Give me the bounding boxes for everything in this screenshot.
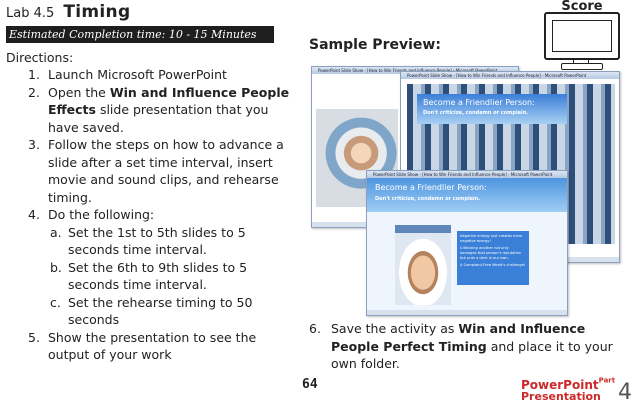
monitor-base xyxy=(561,63,603,70)
item-text: Follow the steps on how to advance a sli… xyxy=(48,137,284,205)
score-label: Score xyxy=(561,0,603,14)
item-number: 5. xyxy=(28,329,40,345)
item-text: Do the following: xyxy=(48,207,155,222)
item-number: 1. xyxy=(28,67,40,82)
slide-title-mid: Become a Friendlier Person: xyxy=(423,98,535,107)
item-letter: c. xyxy=(50,294,61,310)
item-number: 6. xyxy=(309,321,321,336)
window-title: PowerPoint Slide Show - [How to Win Frie… xyxy=(401,72,619,79)
slide-title: Become a Friendlier Person: xyxy=(375,183,487,192)
item-text: Open the xyxy=(48,84,110,100)
lab-number: Lab 4.5 xyxy=(6,6,55,21)
item-number: 3. xyxy=(28,137,40,152)
item-text: Show the presentation to see the output … xyxy=(48,329,257,363)
slide-background-top xyxy=(367,178,567,212)
file-name-bold: Win and Influence People Perfect Timing xyxy=(331,321,586,354)
item-text: Set the rehearse timing to 50 seconds xyxy=(68,294,253,328)
list-item: 3. Follow the steps on how to advance a … xyxy=(6,136,296,206)
brand-line1: PowerPoint xyxy=(521,378,599,392)
sub-list-item: c. Set the rehearse timing to 50 seconds xyxy=(6,294,296,329)
item-text: and place it to your own folder. xyxy=(331,338,613,372)
item-text: Set the 1st to 5th slides to 5 seconds t… xyxy=(68,224,246,258)
item-text: Save the activity as xyxy=(331,321,459,336)
item-number: 4. xyxy=(28,207,40,222)
list-item: 4. Do the following: xyxy=(6,206,296,224)
score-monitor: Score xyxy=(539,0,625,70)
preview-window-front: PowerPoint Slide Show - [How to Win Frie… xyxy=(366,170,568,316)
list-item: 1. Launch Microsoft PowerPoint xyxy=(6,66,296,84)
note-line: A Complaint-Free World's challenge! xyxy=(460,263,526,267)
sub-list-item: b. Set the 6th to 9th slides to 5 second… xyxy=(6,259,296,294)
item-text: slide presentation that you have saved. xyxy=(48,102,269,135)
score-area xyxy=(552,20,612,52)
item-number: 2. xyxy=(28,84,40,100)
brand-number: 4 xyxy=(618,380,632,405)
brand-line2: Presentation xyxy=(521,390,601,403)
list-item: 2. Open the Win and Influence People Eff… xyxy=(6,84,296,137)
list-item-step6: 6. Save the activity as Win and Influenc… xyxy=(309,320,619,373)
window-title: PowerPoint Slide Show - [How to Win Frie… xyxy=(312,67,518,74)
slide-banner xyxy=(417,94,567,124)
lab-title: Timing xyxy=(63,2,131,22)
item-text: Launch Microsoft PowerPoint xyxy=(48,67,227,82)
sub-list-item: a. Set the 1st to 5th slides to 5 second… xyxy=(6,224,296,259)
status-bar xyxy=(367,310,567,315)
item-letter: b. xyxy=(50,259,62,275)
window-title: PowerPoint Slide Show - [How to Win Frie… xyxy=(367,171,567,178)
list-item: 5. Show the presentation to see the outp… xyxy=(6,329,296,364)
lab-header: Lab 4.5 Timing xyxy=(6,2,130,22)
directions-list: 1. Launch Microsoft PowerPoint 2. Open t… xyxy=(6,66,296,364)
brand-part: Part xyxy=(598,376,616,385)
note-line: Negative energy just creates more negati… xyxy=(460,234,523,243)
slide-subtitle: Don't criticize, condemn or complain. xyxy=(375,196,481,202)
brand-logo: PowerPointPart Presentation 4 xyxy=(521,374,632,405)
slide-notes-box: Negative energy just creates more negati… xyxy=(457,231,529,285)
sample-preview-label: Sample Preview: xyxy=(309,37,441,53)
item-letter: a. xyxy=(50,224,62,240)
photo-stressed-person xyxy=(395,225,451,305)
estimated-time-banner: Estimated Completion time: 10 - 15 Minut… xyxy=(6,26,274,43)
file-name-bold: Win and Influence People Effects xyxy=(48,84,290,118)
note-line: Criticizing another not only damages tha… xyxy=(460,246,522,260)
slide-subtitle-mid: Don't criticize, condemn or complain. xyxy=(423,110,529,116)
monitor-icon xyxy=(544,12,620,60)
item-text: Set the 6th to 9th slides to 5 seconds t… xyxy=(68,259,248,293)
directions-label: Directions: xyxy=(6,50,74,65)
page-number: 64 xyxy=(302,377,318,392)
